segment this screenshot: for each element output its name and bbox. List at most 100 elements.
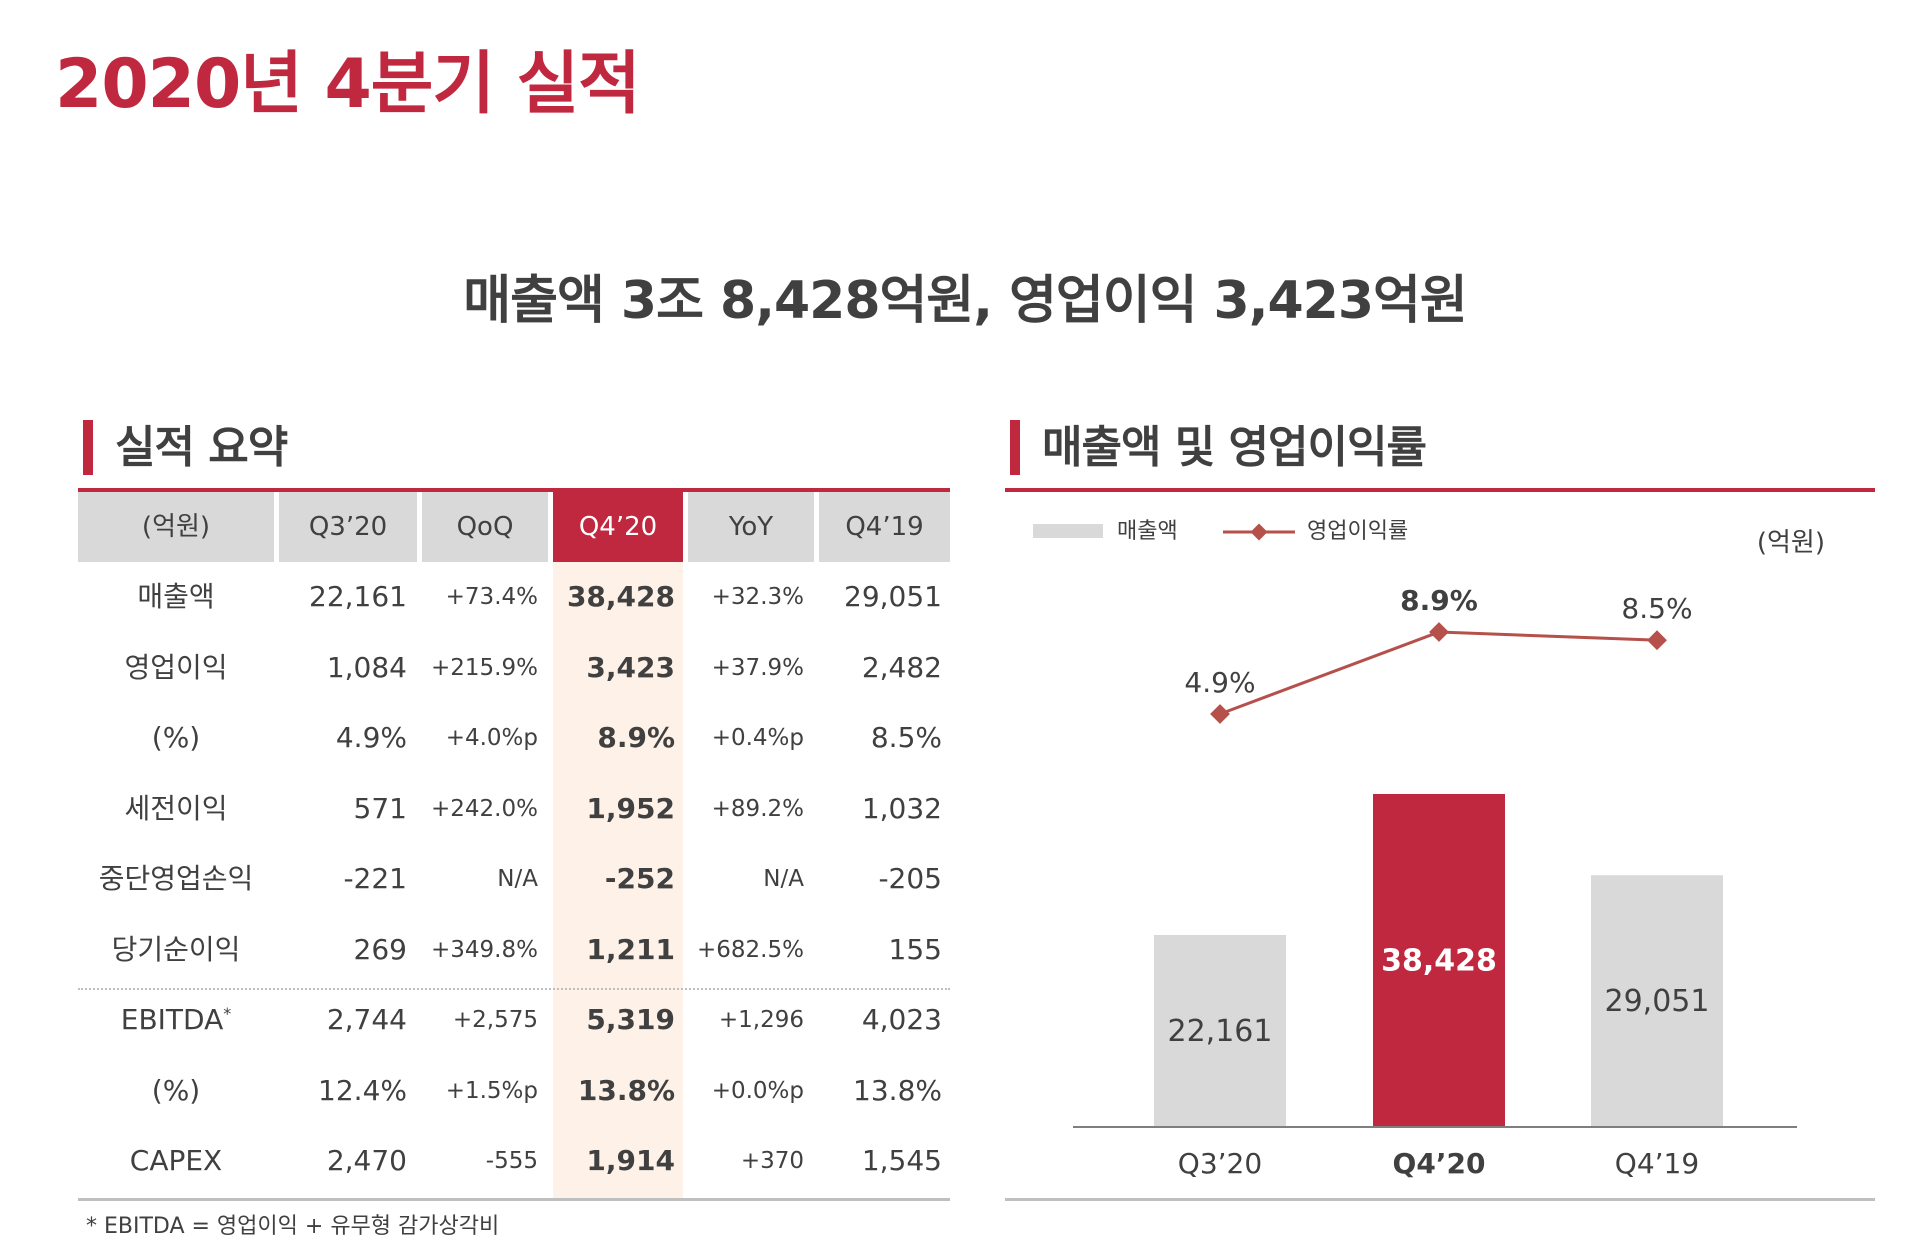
bar xyxy=(1591,875,1723,1127)
table-cell: +682.5% xyxy=(697,936,804,963)
table-cell: +370 xyxy=(740,1148,804,1174)
column-header: QoQ xyxy=(422,492,548,562)
table-cell: 13.8% xyxy=(577,1073,675,1107)
summary-section-rule xyxy=(78,488,950,492)
table-row: 중단영업손익 -221 N/A -252 N/A -205 xyxy=(78,844,950,914)
table-cell: 13.8% xyxy=(853,1073,942,1107)
table-cell: 29,051 xyxy=(844,580,942,613)
column-header: YoY xyxy=(688,492,814,562)
column-header: Q4’19 xyxy=(819,492,950,562)
table-cell: 571 xyxy=(353,791,407,825)
table-cell: 8.9% xyxy=(597,721,675,754)
table-cell: 22,161 xyxy=(309,580,407,613)
table-cell: 2,744 xyxy=(326,1003,407,1036)
margin-value-label: 8.9% xyxy=(1400,584,1478,617)
bar-value-label: 22,161 xyxy=(1168,1014,1273,1049)
row-label: (%) xyxy=(151,1073,201,1107)
table-cell: 269 xyxy=(353,932,407,966)
highlight-column xyxy=(553,492,683,1200)
table-cell: -555 xyxy=(485,1148,538,1174)
chart-panel: 매출액 영업이익률 22,161 38,428 29,051 Q3’20 Q4’20 Q4’1… xyxy=(1005,492,1875,1202)
row-label: (%) xyxy=(151,721,201,754)
table-cell: +1.5%p xyxy=(445,1077,538,1104)
table-cell: N/A xyxy=(497,866,538,892)
margin-point xyxy=(1647,630,1667,651)
row-label: 당기순이익 xyxy=(111,932,241,966)
table-cell: 4.9% xyxy=(335,721,407,754)
table-row: 영업이익 1,084 +215.9% 3,423 +37.9% 2,482 xyxy=(78,633,950,703)
revenue-margin-chart: 매출액 영업이익률 22,161 38,428 29,051 Q3’20 Q4’20 Q4’1… xyxy=(1005,519,1875,1201)
margin-value-label: 8.5% xyxy=(1621,592,1692,625)
legend-bar-label: 매출액 xyxy=(1117,519,1178,544)
table-cell: -205 xyxy=(878,862,942,895)
table-cell: 2,470 xyxy=(326,1144,407,1177)
footnote-marker: * xyxy=(223,1004,232,1023)
bar-value-label: 29,051 xyxy=(1605,984,1710,1019)
table-cell: N/A xyxy=(763,866,804,892)
chart-section-rule xyxy=(1005,488,1875,492)
table-cell: +242.0% xyxy=(431,795,538,822)
legend-line-marker xyxy=(1250,523,1268,541)
table-cell: 38,428 xyxy=(566,580,675,613)
row-label: 영업이익 xyxy=(124,650,228,684)
margin-line xyxy=(1219,630,1658,716)
table-cell: -221 xyxy=(343,862,407,895)
table-row: (%) 4.9% +4.0%p 8.9% +0.4%p 8.5% xyxy=(78,703,950,773)
page-title: 2020년 4분기 실적 xyxy=(55,45,641,124)
table-cell: 2,482 xyxy=(861,650,942,684)
table-cell: 1,914 xyxy=(586,1144,675,1177)
table-row: 매출액 22,161 +73.4% 38,428 +32.3% 29,051 xyxy=(78,562,950,632)
row-label: 중단영업손익 xyxy=(98,862,254,895)
table-header: (억원) Q3’20 QoQ Q4’20 YoY Q4’19 xyxy=(78,492,950,562)
table-cell: 12.4% xyxy=(318,1073,407,1107)
x-tick-label: Q3’20 xyxy=(1178,1147,1262,1180)
headline: 매출액 3조 8,428억원, 영업이익 3,423억원 xyxy=(463,271,1467,331)
table-cell: +37.9% xyxy=(711,654,804,681)
row-label: 세전이익 xyxy=(124,791,228,825)
table-cell: +4.0%p xyxy=(445,725,538,751)
table-cell: +349.8% xyxy=(431,936,538,963)
summary-section-title: 실적 요약 xyxy=(83,420,288,475)
row-divider xyxy=(78,988,950,990)
table-cell: 155 xyxy=(888,932,942,966)
table-cell: +0.0%p xyxy=(711,1077,804,1104)
row-label: CAPEX xyxy=(129,1144,223,1177)
row-label: EBITDA* xyxy=(120,1003,232,1036)
margin-point xyxy=(1429,622,1449,642)
column-header: Q4’20 xyxy=(553,492,683,562)
table-cell: 5,319 xyxy=(586,1003,675,1036)
table-cell: 1,545 xyxy=(861,1144,942,1177)
table-row: (%) 12.4% +1.5%p 13.8% +0.0%p 13.8% xyxy=(78,1056,950,1126)
table-cell: 1,952 xyxy=(586,791,675,825)
row-label: 매출액 xyxy=(137,580,215,613)
table-cell: 3,423 xyxy=(586,650,675,684)
table-cell: 1,032 xyxy=(861,791,942,825)
column-header: Q3’20 xyxy=(279,492,417,562)
table-cell: 4,023 xyxy=(861,1003,942,1036)
table-cell: +32.3% xyxy=(711,584,804,610)
x-tick-label: Q4’19 xyxy=(1615,1147,1699,1180)
margin-value-label: 4.9% xyxy=(1184,666,1255,699)
table-cell: +2,575 xyxy=(452,1007,538,1033)
bar-value-label: 38,428 xyxy=(1381,944,1497,979)
x-tick-label: Q4’20 xyxy=(1393,1147,1486,1180)
legend-bar-swatch xyxy=(1033,524,1103,538)
margin-point xyxy=(1210,704,1230,724)
table-row: 세전이익 571 +242.0% 1,952 +89.2% 1,032 xyxy=(78,774,950,844)
table-cell: +1,296 xyxy=(718,1007,804,1033)
table-cell: 1,084 xyxy=(326,650,407,684)
chart-bottom-rule xyxy=(1005,1198,1875,1201)
table-cell: +73.4% xyxy=(445,584,538,610)
column-header: (억원) xyxy=(78,492,274,562)
table-cell: +215.9% xyxy=(431,654,538,681)
table-row: EBITDA* 2,744 +2,575 5,319 +1,296 4,023 xyxy=(78,985,950,1055)
chart-section-title: 매출액 및 영업이익률 xyxy=(1010,420,1427,475)
table-row: CAPEX 2,470 -555 1,914 +370 1,545 xyxy=(78,1126,950,1196)
table-row: 당기순이익 269 +349.8% 1,211 +682.5% 155 xyxy=(78,915,950,985)
table-bottom-rule xyxy=(78,1198,950,1201)
legend-line-label: 영업이익률 xyxy=(1307,519,1408,544)
table-cell: -252 xyxy=(604,862,675,895)
bar xyxy=(1154,934,1286,1127)
footnote: * EBITDA = 영업이익 + 유무형 감가상각비 xyxy=(86,1214,500,1239)
chart-unit-label: (억원) xyxy=(1756,528,1825,558)
